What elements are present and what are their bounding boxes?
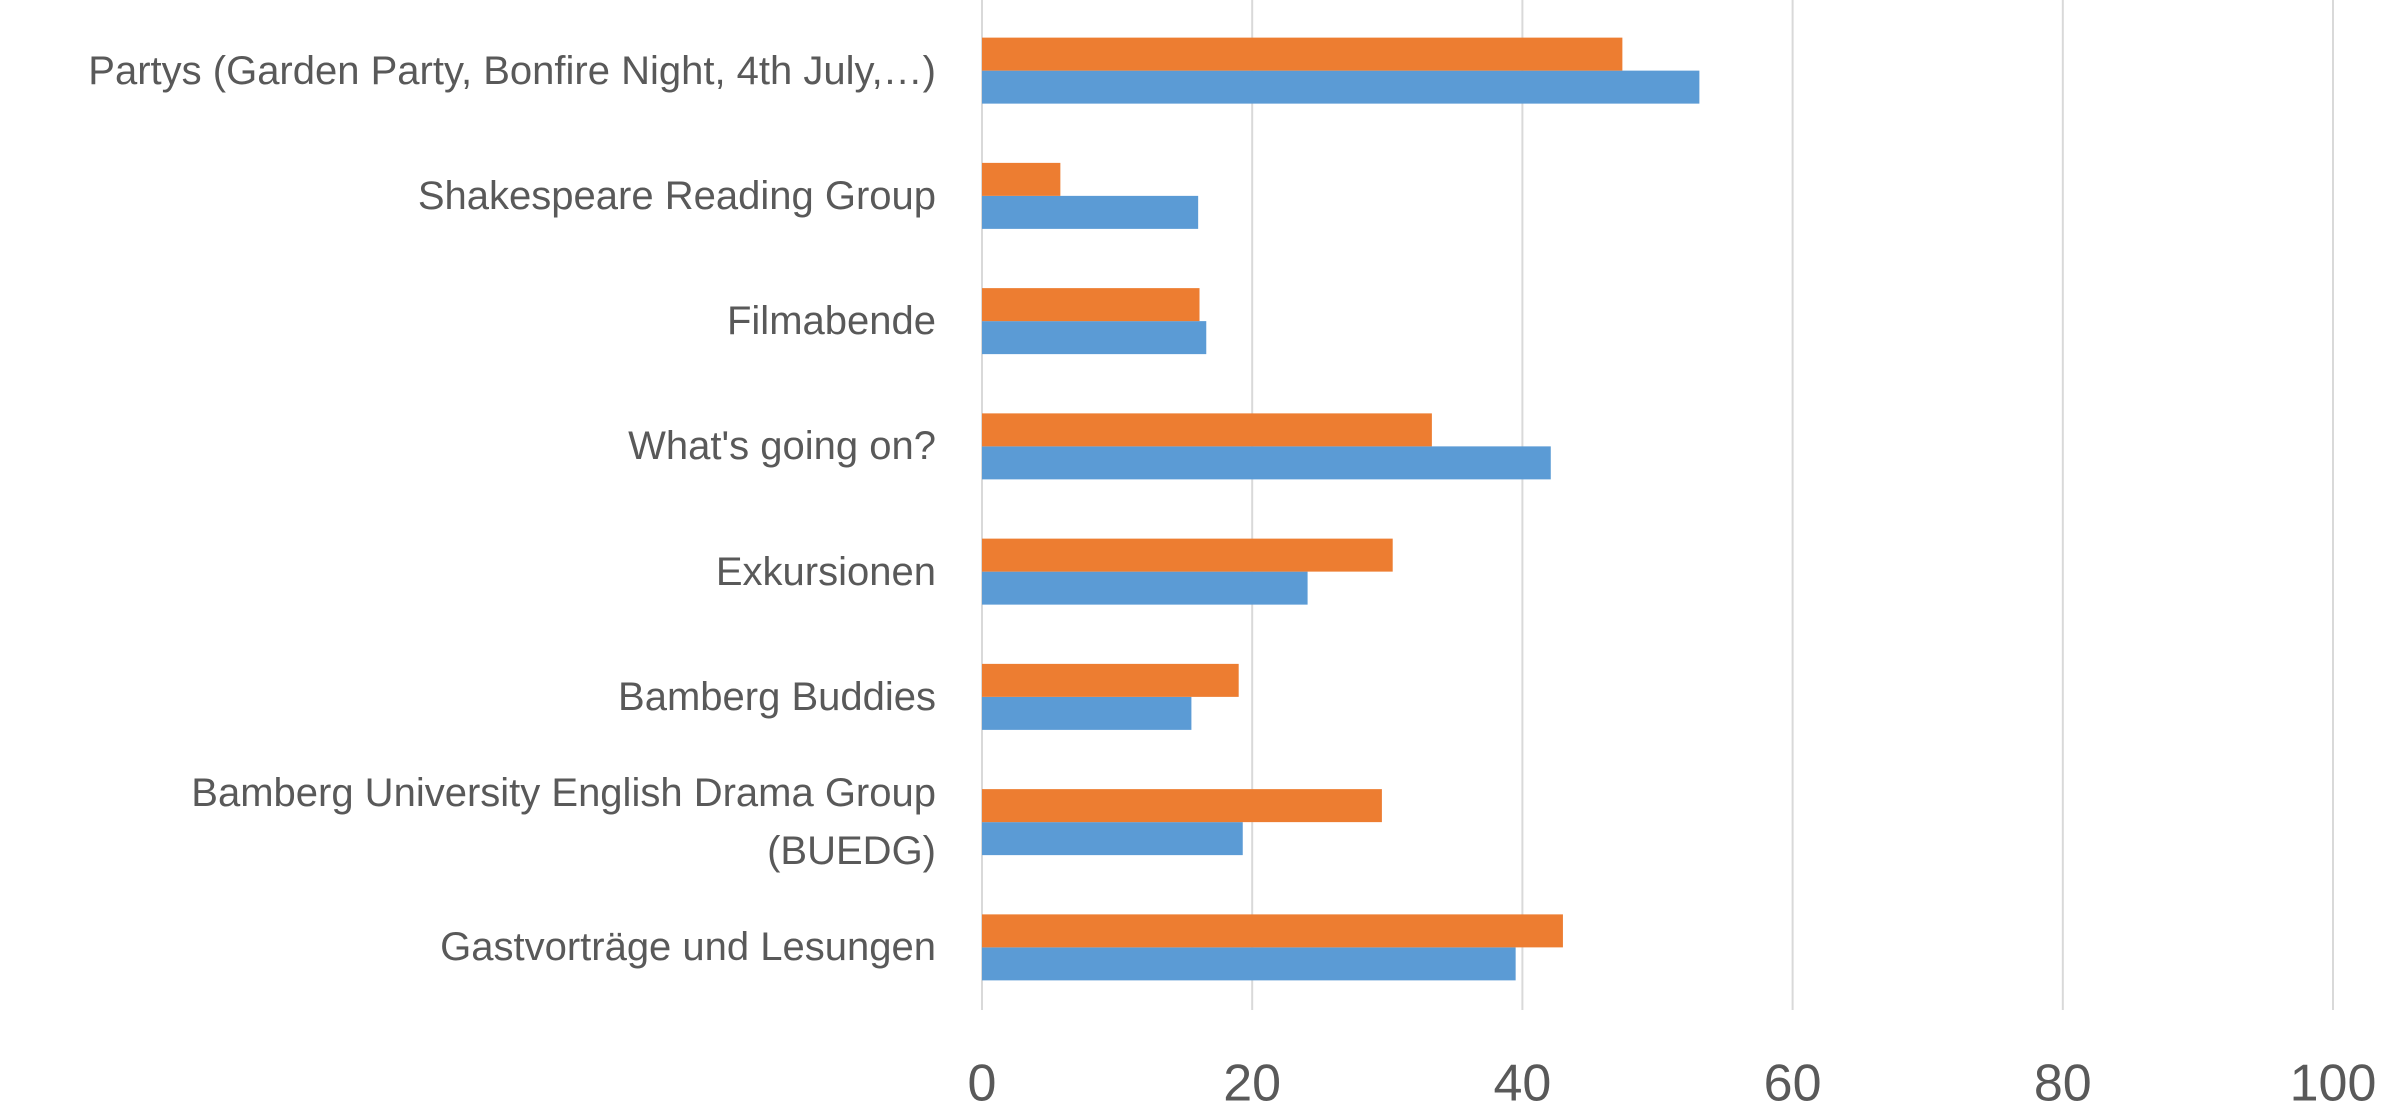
x-tick-label: 0 [968, 1055, 997, 1110]
y-tick-label: Partys (Garden Party, Bonfire Night, 4th… [88, 48, 936, 93]
bar [982, 571, 1308, 605]
y-tick-label: Bamberg University English Drama Group (… [191, 771, 936, 874]
bar [982, 822, 1243, 856]
x-tick-label: 60 [1764, 1055, 1822, 1110]
bar [982, 288, 1200, 322]
x-tick-label: 100 [2290, 1055, 2377, 1110]
y-tick-label: Gastvorträge und Lesungen [440, 925, 936, 970]
y-tick-label: Bamberg Buddies [618, 674, 936, 719]
y-tick-label: What's going on? [628, 424, 936, 469]
y-tick-label: Filmabende [726, 299, 936, 344]
bar [982, 321, 1207, 355]
bar [982, 413, 1432, 447]
bar [982, 696, 1192, 730]
x-tick-label: 80 [2034, 1055, 2092, 1110]
bar [982, 70, 1700, 104]
bar [982, 663, 1239, 697]
y-tick-label: Exkursionen [715, 549, 936, 594]
y-tick-label: Shakespeare Reading Group [417, 173, 936, 218]
x-tick-label: 40 [1493, 1055, 1551, 1110]
x-tick-label: 20 [1223, 1055, 1281, 1110]
bar [982, 195, 1199, 229]
bar [982, 789, 1382, 823]
bar [982, 162, 1061, 196]
bar [982, 538, 1393, 572]
bar [982, 947, 1516, 981]
bar [982, 914, 1563, 948]
bar [982, 37, 1623, 71]
bar [982, 446, 1551, 480]
